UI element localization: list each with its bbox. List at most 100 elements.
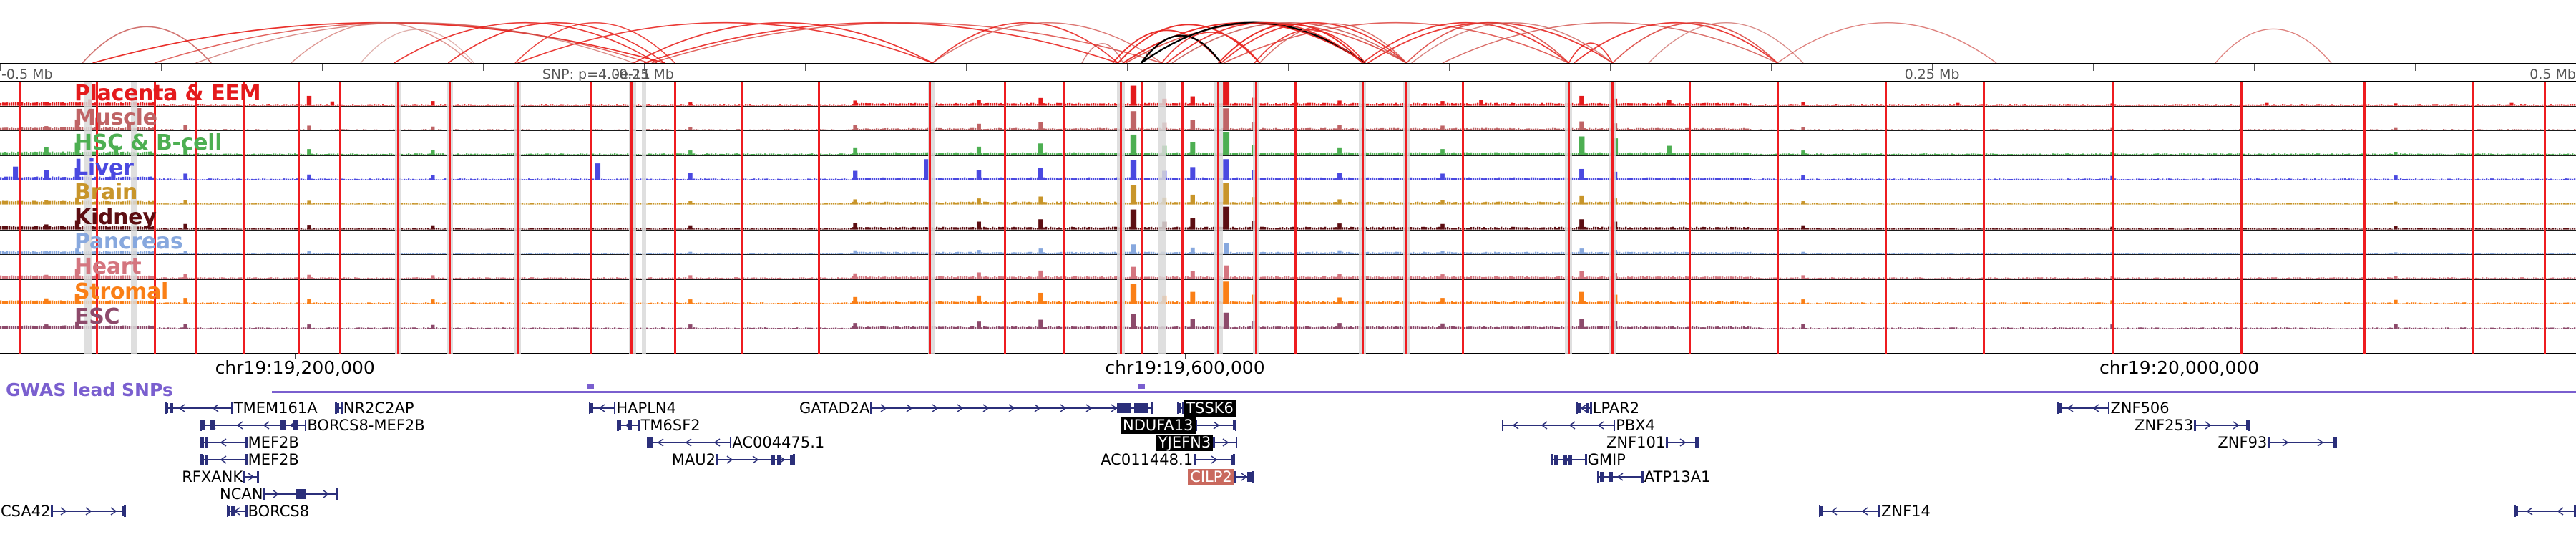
- gene-exon: [1232, 420, 1236, 430]
- gene-intron-line: [588, 407, 616, 409]
- gene-row: MEF2B MAU2 AC011448.1 GMIP: [0, 451, 2576, 468]
- gene-model[interactable]: LPAR2: [1576, 400, 1640, 417]
- gene-model[interactable]: TMEM161A: [165, 400, 318, 417]
- gene-exon: [1117, 403, 1132, 413]
- gene-end-cap: [1234, 471, 1236, 483]
- gene-label: CILP2: [1188, 468, 1234, 485]
- gene-model[interactable]: MEF2B: [200, 434, 300, 451]
- gene-end-cap: [1194, 454, 1196, 465]
- gene-body: [716, 451, 795, 468]
- signal-peak: [1223, 82, 1230, 106]
- gene-intron-line: [2268, 442, 2338, 443]
- signal-peak: [1801, 275, 1805, 279]
- signal-track-brain[interactable]: Brain: [0, 180, 2576, 205]
- gene-model[interactable]: PBX4: [1501, 417, 1656, 434]
- gene-model[interactable]: BORCS8: [226, 502, 310, 520]
- signal-peak: [88, 99, 92, 106]
- strand-arrow-forward-icon: [1213, 420, 1219, 430]
- signal-peak: [1038, 219, 1043, 230]
- signal-peak: [431, 299, 435, 304]
- signal-track-kidney[interactable]: Kidney: [0, 205, 2576, 231]
- gene-model[interactable]: CILP2: [1188, 468, 1254, 485]
- gene-model[interactable]: ZNF253: [2134, 417, 2250, 434]
- signal-peak: [1252, 294, 1257, 304]
- signal-peak: [1130, 284, 1137, 304]
- strand-arrow-forward-icon: [1111, 403, 1118, 413]
- signal-peak: [1579, 95, 1584, 106]
- signal-track-liver[interactable]: Liver: [0, 155, 2576, 181]
- signal-track-stromal[interactable]: Stromal: [0, 279, 2576, 305]
- signal-peak: [183, 297, 188, 304]
- signal-peak: [44, 324, 49, 329]
- signal-peak: [1131, 266, 1136, 279]
- gene-end-cap: [1151, 402, 1153, 414]
- signal-track-heart[interactable]: Heart: [0, 255, 2576, 280]
- gene-model[interactable]: ZNF14: [1818, 503, 1931, 520]
- ruler-tick: [805, 64, 806, 71]
- gene-exon: [648, 437, 653, 448]
- signal-peak: [2110, 175, 2114, 180]
- gene-model[interactable]: NDUFA13: [1121, 417, 1237, 434]
- signal-track-muscle[interactable]: Muscle: [0, 106, 2576, 132]
- signal-peak: [306, 95, 312, 106]
- loop-arc: [1218, 23, 1364, 63]
- gene-model[interactable]: MAU2: [671, 451, 795, 468]
- gene-model[interactable]: BORCS8-MEF2B: [200, 417, 426, 434]
- gene-model[interactable]: AC004475.1: [646, 434, 826, 451]
- signal-peak: [2265, 102, 2269, 106]
- signal-peak: [1130, 110, 1137, 131]
- signal-track-pancreas[interactable]: Pancreas: [0, 230, 2576, 256]
- gene-intron-line: [1551, 459, 1587, 460]
- signal-peak: [1223, 159, 1229, 180]
- signal-track-esc[interactable]: ESC: [0, 304, 2576, 329]
- gene-model[interactable]: NR2C2AP: [335, 400, 415, 417]
- gene-label: BORCS8: [248, 502, 310, 520]
- gene-exon: [200, 455, 205, 465]
- gene-intron-line: [2194, 425, 2250, 426]
- signal-peak: [2110, 226, 2114, 230]
- signal-track-hsc-b-cell[interactable]: HSC & B-cell: [0, 131, 2576, 156]
- gwas-lead-snp-marker[interactable]: [1138, 384, 1146, 389]
- gene-model[interactable]: ZNF93: [2217, 434, 2338, 451]
- gene-end-cap: [243, 471, 245, 483]
- gene-model[interactable]: ZNF: [2514, 503, 2576, 520]
- gene-model[interactable]: ZNF506: [2057, 400, 2170, 417]
- ruler-tick: [2254, 64, 2255, 71]
- strand-arrow-reverse-icon: [236, 420, 243, 430]
- gene-model[interactable]: ZNF101: [1606, 434, 1700, 451]
- signal-peak: [688, 102, 693, 106]
- ruler-tick: [322, 64, 323, 71]
- gene-body: [1597, 468, 1644, 485]
- gene-intron-line: [51, 511, 126, 512]
- gene-model[interactable]: TSSK6: [1177, 400, 1236, 417]
- gene-model[interactable]: CSA42: [0, 503, 126, 520]
- signal-peak: [431, 101, 435, 106]
- signal-peak: [1579, 291, 1584, 304]
- gene-model[interactable]: HAPLN4: [588, 400, 677, 417]
- gwas-lead-snp-marker[interactable]: [587, 384, 594, 389]
- gene-model[interactable]: GATAD2A: [799, 400, 1153, 417]
- gene-end-cap: [729, 437, 732, 448]
- gene-model[interactable]: NCAN: [219, 485, 338, 503]
- loop-arc: [447, 22, 665, 63]
- gene-body: [1576, 400, 1592, 417]
- signal-peak: [2394, 103, 2398, 106]
- gene-body: [588, 400, 616, 417]
- gene-model[interactable]: GMIP: [1551, 451, 1626, 468]
- signal-peak: [1162, 122, 1167, 131]
- gene-model[interactable]: MEF2B: [200, 451, 300, 468]
- strand-arrow-forward-icon: [982, 403, 990, 413]
- gene-model[interactable]: YJEFN3: [1156, 434, 1238, 451]
- ruler-tick: [161, 64, 162, 71]
- gene-exon: [2245, 420, 2250, 430]
- gene-end-cap: [1590, 402, 1592, 414]
- gene-model[interactable]: AC011448.1: [1100, 451, 1235, 468]
- coordinate-tick: [1185, 354, 1186, 359]
- strand-arrow-forward-icon: [726, 455, 733, 465]
- signal-peak: [1223, 313, 1229, 329]
- gene-end-cap: [257, 471, 259, 483]
- signal-track-placenta-eem[interactable]: Placenta & EEM: [0, 82, 2576, 107]
- gene-model[interactable]: RFXANK: [181, 468, 259, 485]
- gene-model[interactable]: ATP13A1: [1597, 468, 1711, 485]
- gene-model[interactable]: TM6SF2: [617, 417, 701, 434]
